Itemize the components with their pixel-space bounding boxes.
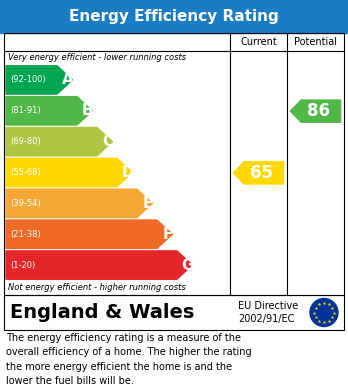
Text: C: C bbox=[102, 134, 113, 149]
Polygon shape bbox=[234, 162, 284, 184]
Polygon shape bbox=[6, 220, 173, 248]
Text: A: A bbox=[62, 72, 74, 88]
Circle shape bbox=[310, 298, 338, 326]
Text: (1-20): (1-20) bbox=[10, 260, 35, 269]
Text: The energy efficiency rating is a measure of the
overall efficiency of a home. T: The energy efficiency rating is a measur… bbox=[6, 333, 252, 386]
Polygon shape bbox=[6, 251, 192, 279]
Polygon shape bbox=[291, 100, 341, 122]
Text: (21-38): (21-38) bbox=[10, 230, 41, 239]
Text: (81-91): (81-91) bbox=[10, 106, 41, 115]
Text: E: E bbox=[143, 196, 153, 211]
Text: Current: Current bbox=[240, 37, 277, 47]
Polygon shape bbox=[6, 66, 73, 94]
Text: B: B bbox=[82, 103, 94, 118]
Text: Energy Efficiency Rating: Energy Efficiency Rating bbox=[69, 9, 279, 24]
Text: Not energy efficient - higher running costs: Not energy efficient - higher running co… bbox=[8, 283, 186, 292]
Text: EU Directive
2002/91/EC: EU Directive 2002/91/EC bbox=[238, 301, 298, 324]
Text: England & Wales: England & Wales bbox=[10, 303, 195, 322]
Polygon shape bbox=[6, 97, 93, 125]
Text: (55-68): (55-68) bbox=[10, 168, 41, 177]
Text: Potential: Potential bbox=[294, 37, 337, 47]
Text: Very energy efficient - lower running costs: Very energy efficient - lower running co… bbox=[8, 54, 186, 63]
Bar bbox=[4, 33, 344, 295]
Polygon shape bbox=[6, 189, 152, 217]
Polygon shape bbox=[6, 158, 133, 187]
Text: (92-100): (92-100) bbox=[10, 75, 46, 84]
Text: F: F bbox=[163, 227, 173, 242]
Bar bbox=[4, 295, 344, 330]
Text: G: G bbox=[182, 258, 194, 273]
Text: 86: 86 bbox=[307, 102, 330, 120]
Text: D: D bbox=[121, 165, 134, 180]
Bar bbox=[0, 0, 348, 33]
Text: 65: 65 bbox=[250, 164, 272, 182]
Text: (39-54): (39-54) bbox=[10, 199, 41, 208]
Text: (69-80): (69-80) bbox=[10, 137, 41, 146]
Polygon shape bbox=[6, 127, 112, 156]
